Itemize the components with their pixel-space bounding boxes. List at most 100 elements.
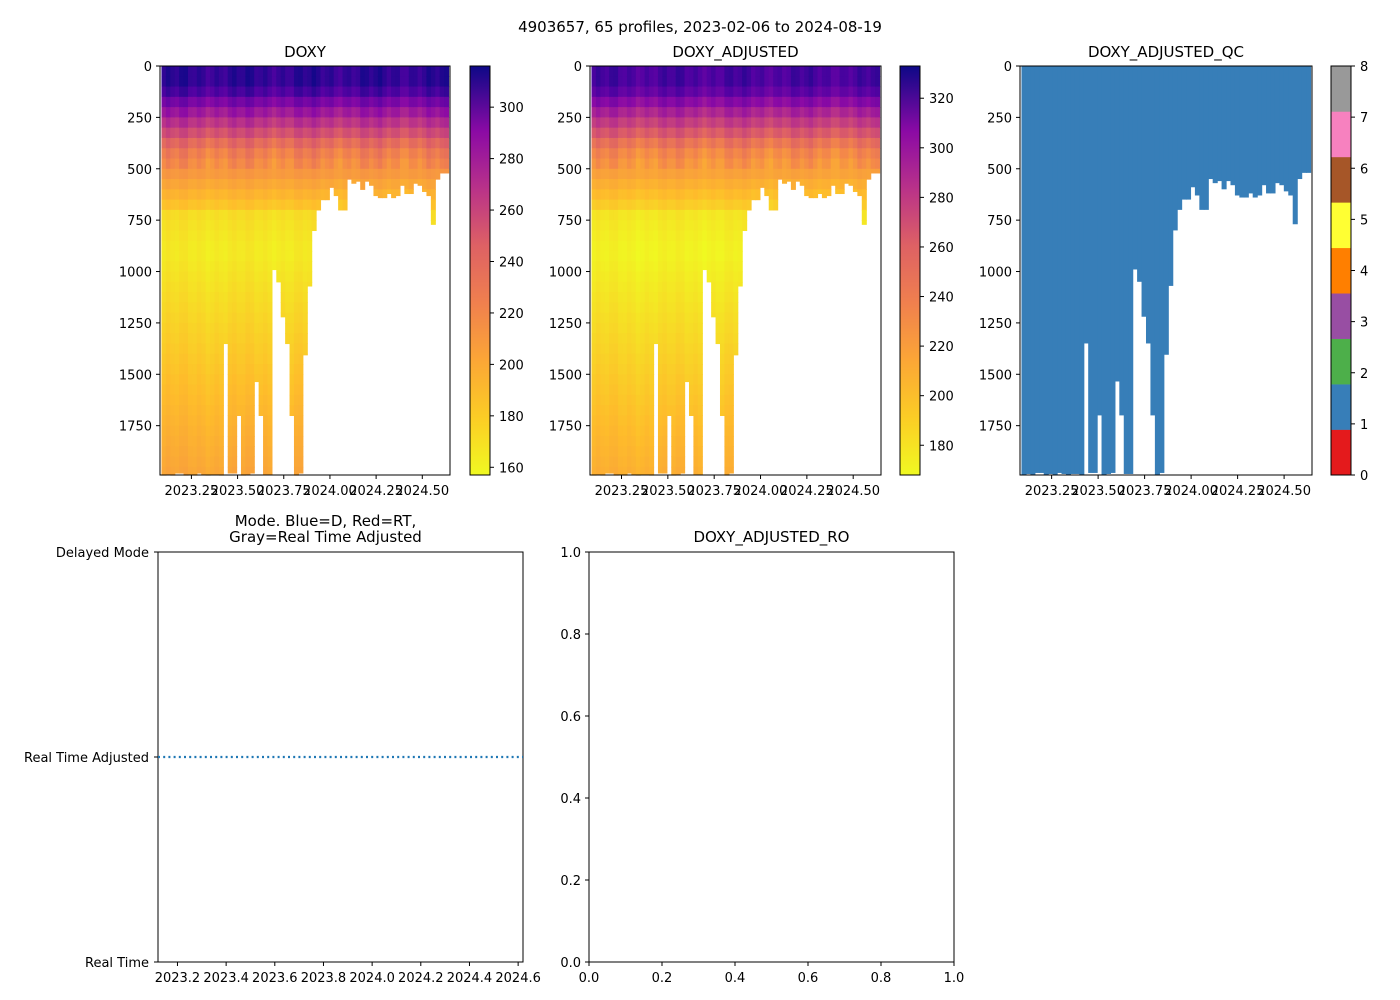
doxy-cbar-tick-label: 220 [499,307,524,322]
doxy-cell [342,117,348,129]
doxy-adjusted-cell [635,117,641,129]
doxy-adjusted-cell [764,137,770,149]
doxy-cell [161,86,167,98]
doxy-cell [240,312,246,324]
doxy-adjusted-cell [728,179,734,190]
doxy-adjusted-cell [591,261,597,273]
doxy-adjusted-cell [742,148,748,160]
doxy-adjusted-qc-profile-cell [1190,66,1196,188]
doxy-adjusted-cell [773,107,779,118]
doxy-cell [249,148,255,160]
doxy-cell [267,281,273,293]
doxy-cell [179,271,185,283]
doxy-adjusted-cell [622,137,628,149]
doxy-adjusted-cell [644,353,650,365]
doxy-adjusted-cell [728,127,734,139]
doxy-adjusted-cell [613,322,619,334]
doxy-adjusted-cell [697,220,703,232]
doxy-cell [444,76,450,88]
doxy-cell [276,117,282,129]
doxy-cell [174,261,180,273]
doxy-adjusted-cell [626,446,632,458]
doxy-cell [391,66,397,77]
doxy-adjusted-cell [649,168,655,180]
doxy-cell [170,250,176,262]
doxy-adjusted-cell [680,240,686,252]
doxy-adjusted-cell [600,466,606,476]
doxy-cell [333,117,339,129]
doxy-adjusted-cell [609,250,615,262]
doxy-cell [179,158,185,170]
doxy-adjusted-cell [861,220,867,225]
doxy-adjusted-cell [697,240,703,252]
doxy-adjusted-cell [666,312,672,324]
doxy-cell [179,425,185,437]
doxy-adjusted-cell [680,107,686,118]
doxy-cell [165,394,171,406]
doxy-adjusted-cell [622,209,628,221]
doxy-adjusted-cell [759,148,765,160]
doxy-adjusted-cell [733,333,739,345]
doxy-adjusted-cell [719,384,726,396]
doxy-cell [161,374,167,386]
doxy-cell [293,168,299,180]
doxy-adjusted-cell [737,220,743,232]
doxy-adjusted-cell [684,364,690,375]
doxy-adjusted-qc-cbar-segment [1331,338,1351,385]
doxy-adjusted-cell [804,107,810,118]
doxy-adjusted-qc-profile-cell [1083,66,1089,344]
doxy-adjusted-cell [635,415,641,427]
doxy-adjusted-qc-profile-cell [1297,66,1303,180]
doxy-adjusted-cell [795,158,801,170]
doxy-cell [201,86,207,98]
doxy-cell [249,312,255,324]
doxy-adjusted-cell [693,353,699,365]
doxy-cell [293,312,299,324]
doxy-adjusted-cell [595,405,601,416]
doxy-adjusted-cell [657,199,663,211]
doxy-adjusted-cell [728,425,734,437]
doxy-cell [289,199,295,211]
doxy-adjusted-cell [715,148,721,160]
doxy-adjusted-cell [675,137,681,149]
doxy-adjusted-cell [875,117,881,129]
doxy-adjusted-cell [857,158,863,170]
doxy-adjusted-cell [711,199,717,211]
doxy-cell [426,86,432,98]
doxy-adjusted-cell [595,343,601,355]
doxy-cell [324,86,330,98]
doxy-cell [302,86,308,98]
doxy-adjusted-cell [640,446,646,458]
doxy-cell [311,127,317,139]
doxy-adjusted-cell [688,261,695,273]
doxy-adjusted-cell [631,425,637,437]
doxy-adjusted-cell [591,76,597,88]
doxy-cell [210,353,216,365]
doxy-cell [258,199,264,211]
doxy-adjusted-cell [768,137,774,149]
doxy-adjusted-cell [666,384,672,396]
doxy-cell [338,199,344,211]
doxy-cell [267,322,273,334]
doxy-cell [338,179,344,190]
doxy-adjusted-cell [600,127,606,139]
doxy-adjusted-cell [697,148,703,160]
doxy-cell [174,230,180,242]
doxy-adjusted-cell [786,137,792,149]
doxy-adjusted-cell [680,364,686,375]
doxy-adjusted-cell [657,168,663,180]
doxy-adjusted-cell [808,86,814,98]
doxy-adjusted-cell [719,271,726,283]
doxy-cell [386,148,392,160]
doxy-cell [227,66,233,77]
doxy-adjusted-cell [604,230,610,242]
doxy-cell [218,158,224,170]
doxy-cell [307,189,313,201]
doxy-adjusted-cell [618,292,624,303]
doxy-adjusted-qc-profile-cell [1181,66,1187,200]
doxy-cell [289,374,295,386]
doxy-adjusted-cell [644,415,650,427]
doxy-adjusted-cell [737,127,743,139]
doxy-cell [161,137,167,149]
doxy-adjusted-cell [782,117,788,129]
